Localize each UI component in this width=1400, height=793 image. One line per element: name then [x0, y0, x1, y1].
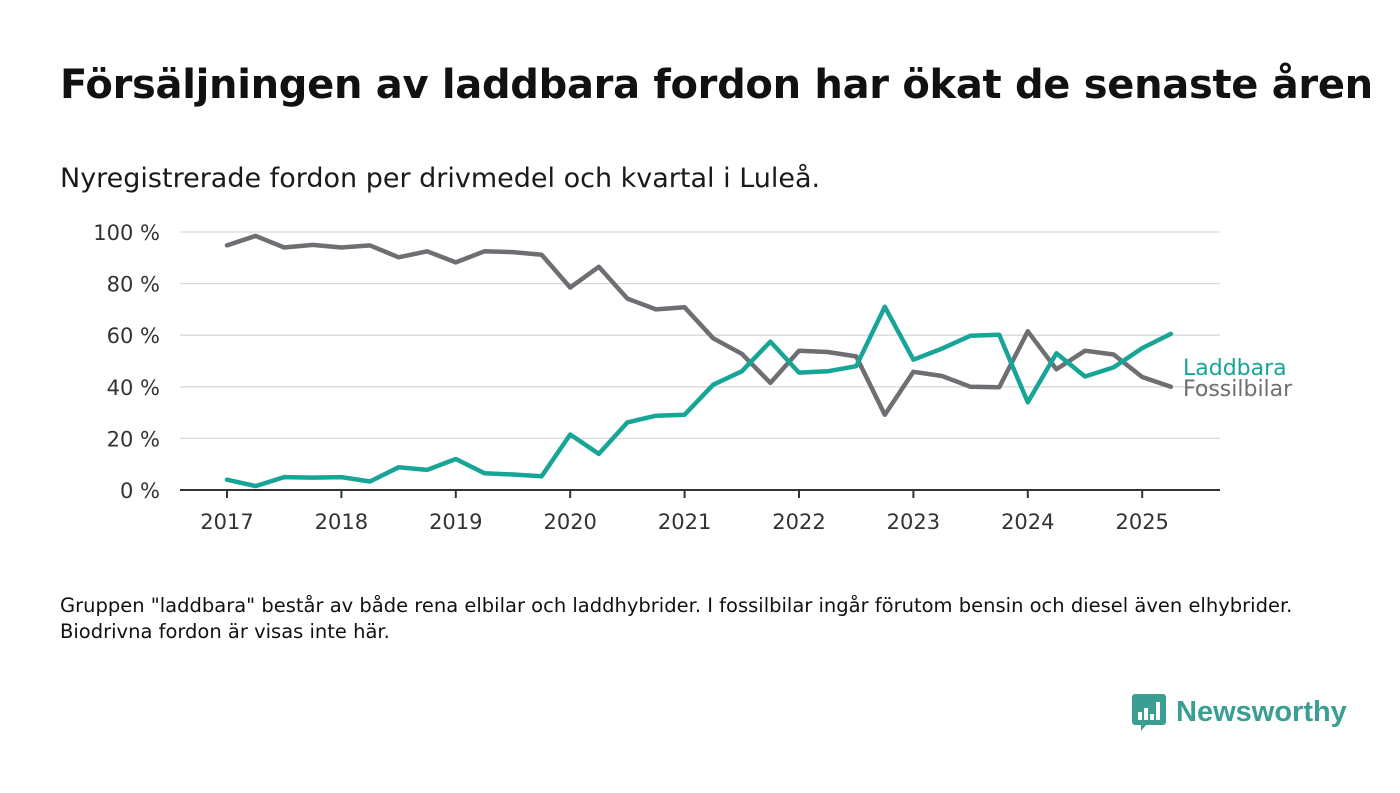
y-tick-label: 40 %	[107, 376, 160, 400]
logo-wordmark: Newsworthy	[1176, 695, 1347, 728]
x-tick-label: 2024	[1001, 510, 1054, 534]
y-tick-label: 20 %	[107, 427, 160, 451]
line-chart: 0 % 20 % 40 % 60 % 80 % 100 % 2017 2018 2019 202…	[93, 221, 1293, 534]
footnote: Gruppen "laddbara" består av både rena e…	[60, 594, 1293, 643]
x-tick-label: 2021	[658, 510, 711, 534]
y-tick-label: 100 %	[93, 221, 160, 245]
y-tick-label: 0 %	[120, 479, 160, 503]
x-tick-label: 2023	[887, 510, 940, 534]
x-tick-label: 2017	[200, 510, 253, 534]
chart-subtitle: Nyregistrerade fordon per drivmedel och …	[60, 163, 821, 194]
chart-title: Försäljningen av laddbara fordon har öka…	[60, 62, 1373, 108]
x-tick-label: 2025	[1115, 510, 1168, 534]
series-label-laddbara: Laddbara	[1183, 356, 1287, 381]
x-tick-label: 2019	[429, 510, 482, 534]
y-tick-label: 60 %	[107, 324, 160, 348]
x-tick-label: 2022	[772, 510, 825, 534]
x-tick-label: 2020	[543, 510, 596, 534]
x-tick-label: 2018	[315, 510, 368, 534]
series-line-fossilbilar	[224, 233, 1174, 417]
y-tick-label: 80 %	[107, 273, 160, 297]
series-label-fossilbilar: Fossilbilar	[1183, 377, 1293, 402]
bar-chart-speech-bubble-icon	[1132, 694, 1166, 731]
series-line-laddbara	[224, 304, 1174, 489]
newsworthy-logo: Newsworthy	[1132, 690, 1347, 734]
